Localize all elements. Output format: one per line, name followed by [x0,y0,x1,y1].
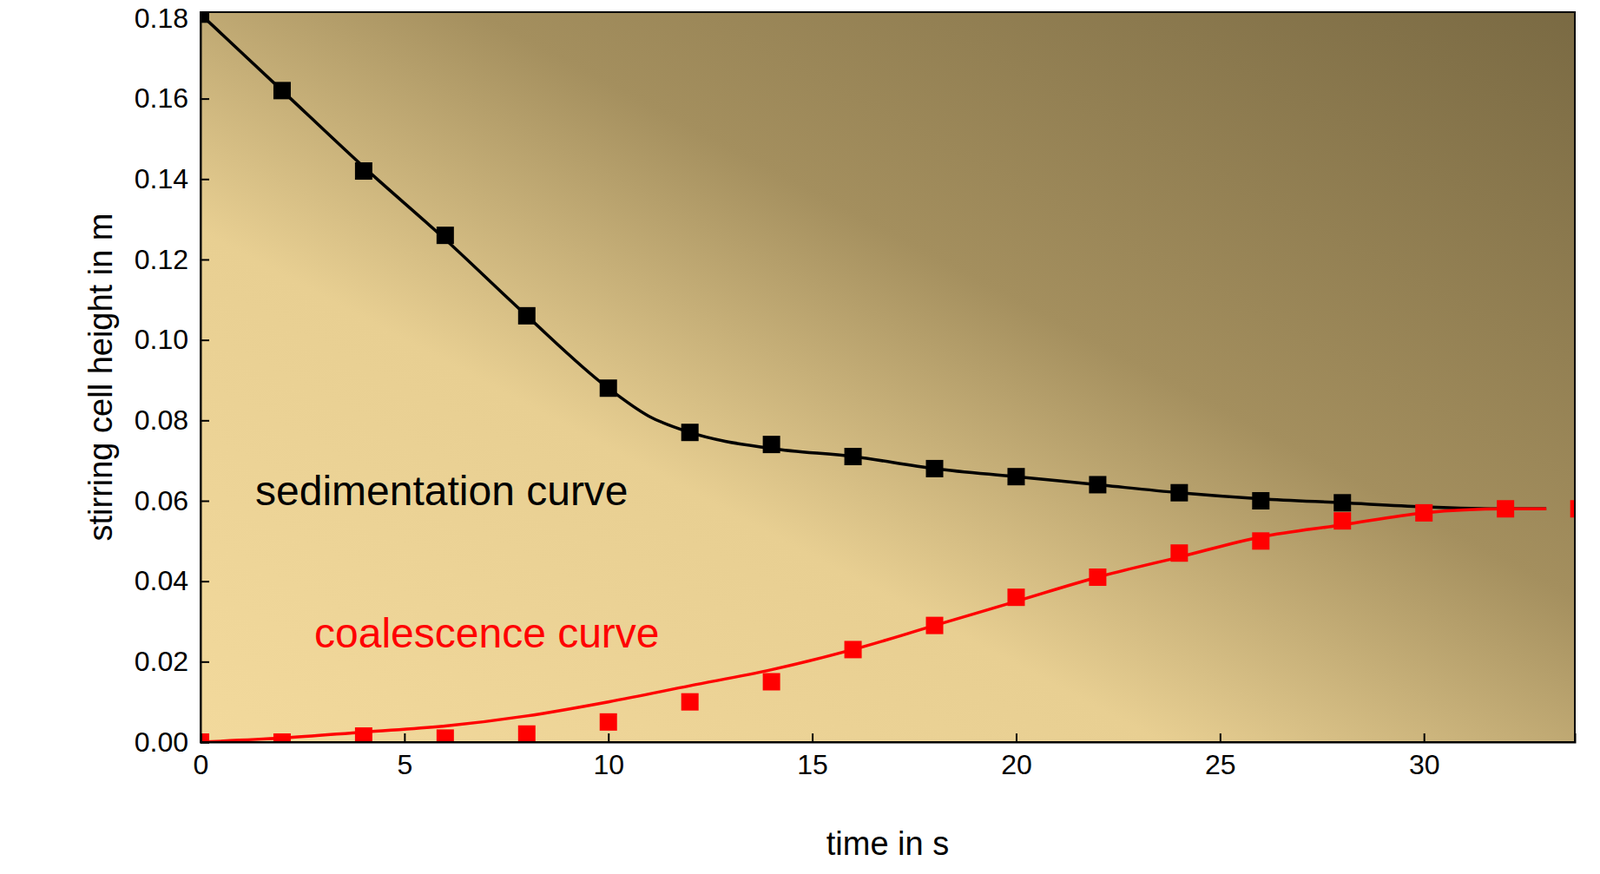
x-tick: 20 [1000,733,1033,781]
y-tick-mark [200,661,210,664]
x-tick: 15 [796,733,829,781]
y-tick-mark [200,98,210,100]
data-point [436,729,455,743]
data-point [1333,493,1351,512]
y-tick: 0.16 [134,82,210,114]
chart: 0 5 10 15 20 25 30 0.00 0.02 0.04 0.06 0.08 0.10 0.12… [0,0,1600,874]
x-axis-title: time in s [826,825,949,863]
data-point [844,640,863,659]
y-tick: 0.10 [134,323,210,356]
y-tick-label: 0.14 [134,163,189,195]
x-tick: 30 [1409,733,1441,781]
y-tick-mark [200,742,210,745]
data-point [518,725,536,743]
data-point [1170,544,1188,562]
data-point [1088,475,1107,494]
y-tick-mark [200,500,210,502]
x-tick: 25 [1204,733,1237,781]
data-point [273,81,291,99]
x-tick-label: 30 [1409,749,1441,781]
y-tick: 0.08 [134,404,210,436]
x-tick-mark [607,733,610,743]
y-tick-label: 0.16 [134,82,189,114]
x-axis-line [201,733,1576,744]
data-point [273,733,291,743]
y-tick: 0.02 [134,645,210,678]
y-tick-mark [200,258,210,261]
y-tick-label: 0.04 [134,565,189,597]
y-tick-label: 0.06 [134,485,189,517]
plot-frame [200,12,1575,743]
data-point [926,460,944,478]
data-point [926,617,944,635]
data-point [763,435,781,454]
data-point [681,693,699,712]
y-axis-line [201,13,211,744]
data-point [1088,568,1107,587]
data-point [599,713,618,731]
data-point [1170,484,1188,502]
data-point [763,672,781,691]
y-tick: 0.12 [134,243,210,276]
data-point [1415,504,1433,522]
fit-line [200,13,1547,509]
y-tick-label: 0.18 [134,2,189,34]
data-point [355,162,373,180]
plot-background [200,12,1575,743]
x-tick-label: 15 [796,749,829,781]
x-tick-label: 25 [1204,749,1237,781]
data-point [355,727,373,743]
x-tick-mark [1015,733,1018,743]
y-tick-mark [200,178,210,181]
y-tick-mark [200,420,210,422]
y-tick-label: 0.12 [134,243,189,276]
y-axis: 0.00 0.02 0.04 0.06 0.08 0.10 0.12 0.14 0.16 0.18 [134,2,210,758]
data-point [1251,492,1270,510]
data-point [599,379,618,397]
x-tick-mark [1219,733,1222,743]
y-tick: 0.18 [134,2,210,34]
annotation: sedimentation curve [255,467,629,514]
x-tick-mark [1423,733,1426,743]
y-tick-mark [200,17,210,20]
x-tick-label: 0 [193,749,210,781]
fit-line [200,508,1547,743]
plot: 0 5 10 15 20 25 30 0.00 0.02 0.04 0.06 0.08 0.10 0.12… [134,2,1588,781]
data-point [1007,467,1025,486]
x-tick-mark [403,733,406,743]
data-point [1251,532,1270,550]
y-tick-label: 0.00 [134,726,189,758]
y-axis-title: stirring cell height in m [82,212,119,541]
y-tick: 0.00 [134,726,210,758]
data-point [681,423,699,442]
x-tick-label: 5 [396,749,413,781]
data-point [1333,512,1351,530]
x-tick: 5 [396,733,413,781]
data-point [844,447,863,466]
y-tick: 0.06 [134,485,210,517]
y-tick-mark [200,580,210,583]
y-tick-label: 0.08 [134,404,189,436]
data-point [518,307,536,325]
x-tick-label: 10 [592,749,625,781]
annotation: coalescence curve [314,610,660,657]
y-tick: 0.04 [134,565,210,597]
y-tick-label: 0.02 [134,645,189,678]
data-point [1496,500,1515,518]
marks [200,12,1575,743]
x-tick-label: 20 [1000,749,1033,781]
x-axis: 0 5 10 15 20 25 30 [193,733,1576,781]
x-tick: 10 [592,733,625,781]
y-tick-label: 0.10 [134,323,189,356]
data-point [436,226,455,244]
data-point [1007,588,1025,606]
y-tick-mark [200,339,210,342]
y-tick: 0.14 [134,163,210,195]
x-tick-mark [811,733,814,743]
